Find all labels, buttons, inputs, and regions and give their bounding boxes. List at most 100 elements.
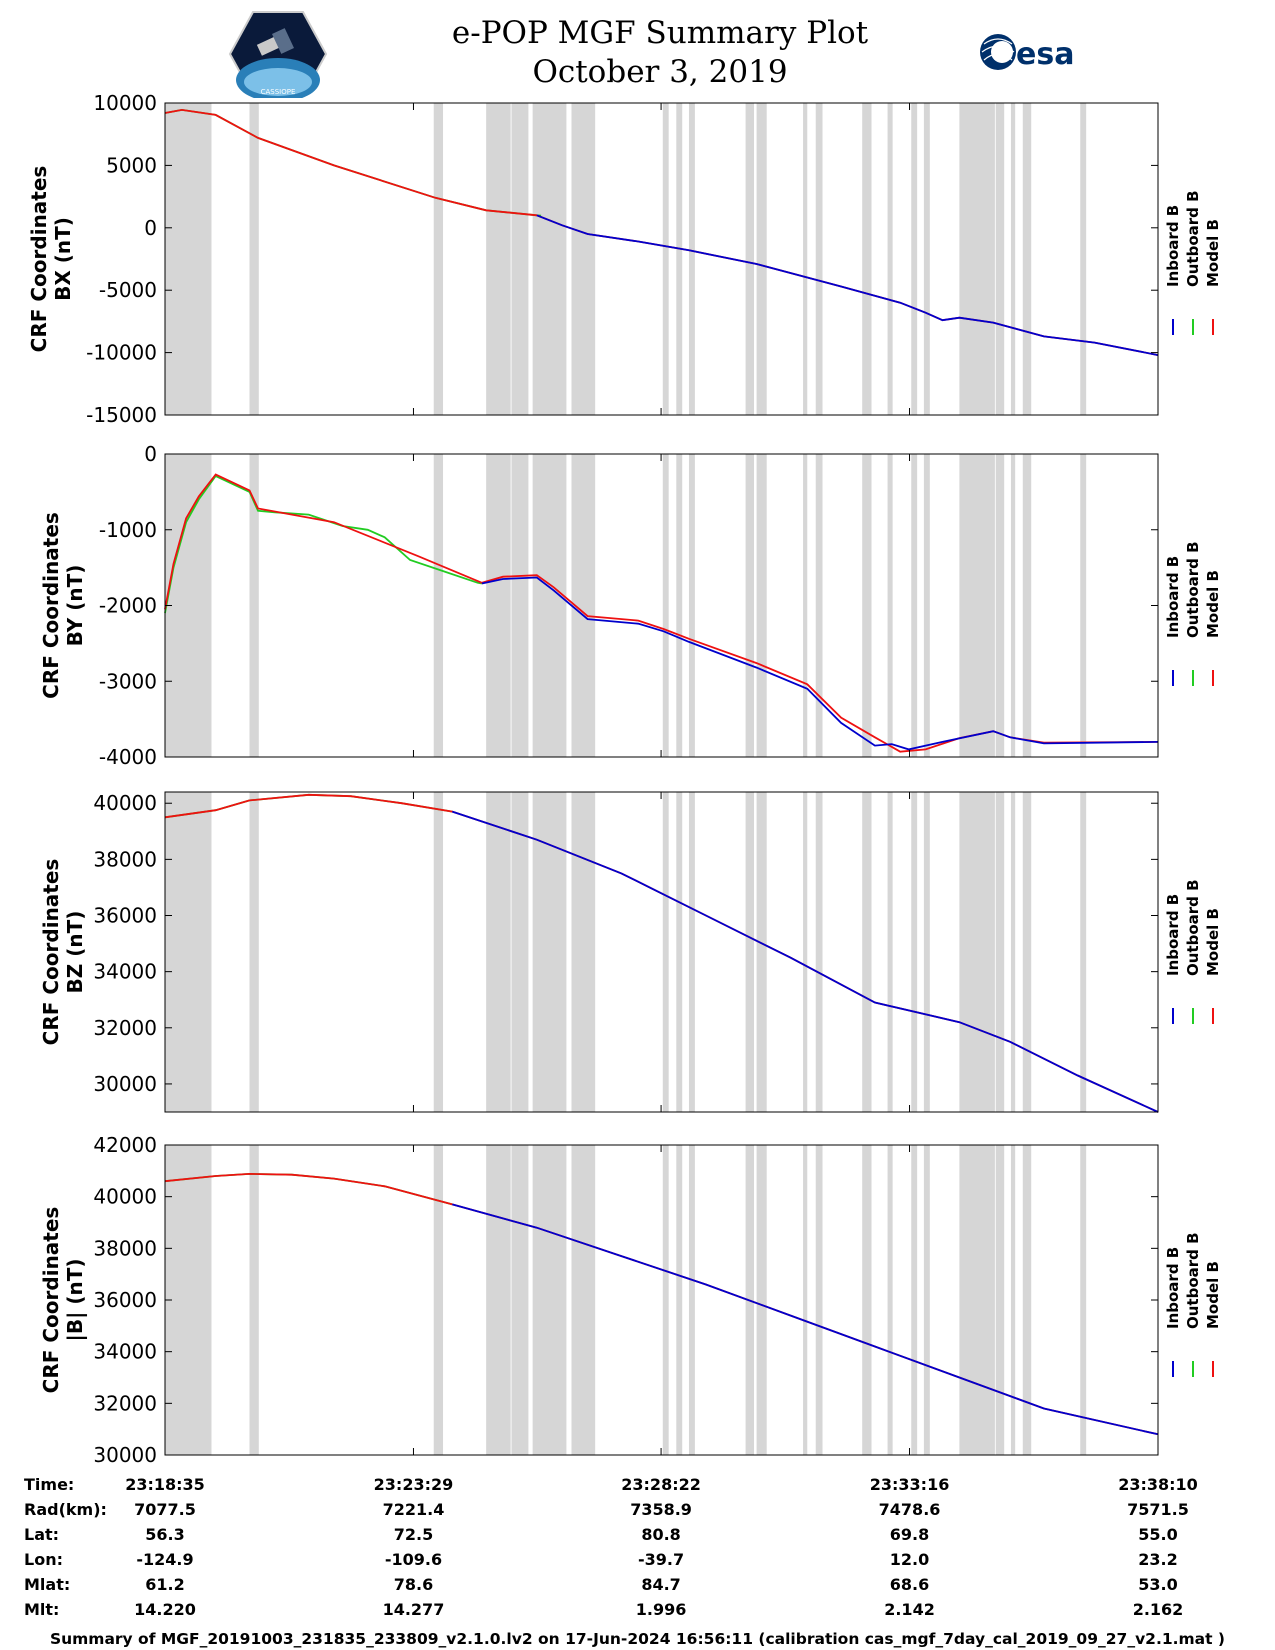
gap-band-bz-20 — [1010, 792, 1016, 1112]
ylabel-line-by-1: BY (nT) — [63, 565, 87, 647]
series-inboard-b-bx — [536, 214, 1159, 356]
ylabel-by: CRF CoordinatesBY (nT) — [39, 512, 87, 699]
ephemeris-value-4-1: 7571.5 — [1127, 1500, 1189, 1519]
gap-band-by-7 — [662, 454, 669, 757]
axes-box-btot — [164, 1144, 1159, 1456]
gap-band-bz-7 — [662, 792, 669, 1112]
ylabel-line-btot-1: |B| (nT) — [63, 1259, 87, 1342]
ytick-label-by-4: -4000 — [99, 745, 157, 769]
series-model-b-bx — [164, 108, 1159, 356]
ytick-label-by-2: -2000 — [99, 594, 157, 618]
gap-band-by-14 — [862, 454, 872, 757]
series-outboard-b-by — [164, 474, 483, 614]
gap-band-btot-14 — [862, 1145, 872, 1455]
legend-label-bx-1: Outboard B — [1184, 190, 1202, 287]
gap-band-bz-4 — [511, 792, 529, 1112]
gap-band-btot-13 — [815, 1145, 823, 1455]
gap-band-bx-12 — [803, 103, 808, 415]
legend-label-by-2: Model B — [1204, 570, 1222, 638]
plot-title: e-POP MGF Summary Plot October 3, 2019 — [380, 14, 940, 92]
gap-band-btot-19 — [995, 1145, 1005, 1455]
gap-band-bz-9 — [688, 792, 695, 1112]
gap-band-by-2 — [433, 454, 444, 757]
cassiope-logo: CASSIOPE — [228, 11, 328, 98]
gap-band-btot-7 — [662, 1145, 669, 1455]
gap-band-by-5 — [532, 454, 567, 757]
ephemeris-value-0-3: -124.9 — [136, 1550, 193, 1569]
ephemeris-row-label-5: Mlt: — [24, 1600, 59, 1619]
gap-band-bx-19 — [995, 103, 1005, 415]
gap-band-btot-5 — [532, 1145, 567, 1455]
gap-band-btot-2 — [433, 1145, 444, 1455]
gap-band-bz-12 — [803, 792, 808, 1112]
ephemeris-value-1-5: 14.277 — [383, 1600, 445, 1619]
gap-band-bx-15 — [887, 103, 893, 415]
ephemeris-value-3-1: 7478.6 — [879, 1500, 941, 1519]
esa-logo-text: esa — [1016, 37, 1074, 72]
panel-bz: 40000 38000 36000 34000 32000 30000 CRF Coordi… — [39, 791, 1222, 1113]
ytick-label-btot-5: 32000 — [93, 1391, 157, 1415]
ephemeris-value-0-1: 7077.5 — [134, 1500, 196, 1519]
series-outboard-b-bx — [164, 108, 542, 217]
ephemeris-value-0-5: 14.220 — [134, 1600, 196, 1619]
gap-band-bx-7 — [662, 103, 669, 415]
gap-band-by-18 — [959, 454, 995, 757]
gap-band-bx-13 — [815, 103, 823, 415]
ytick-label-bz-3: 34000 — [93, 960, 157, 984]
ytick-label-bx-3: -5000 — [99, 278, 157, 302]
gap-band-bx-20 — [1010, 103, 1016, 415]
gap-band-by-12 — [803, 454, 808, 757]
gap-band-bx-22 — [1080, 103, 1087, 415]
gap-band-bz-19 — [995, 792, 1005, 1112]
gap-band-by-15 — [887, 454, 893, 757]
legend-label-btot-2: Model B — [1204, 1261, 1222, 1329]
ephemeris-value-4-4: 53.0 — [1138, 1575, 1177, 1594]
gap-band-bx-10 — [745, 103, 755, 415]
gap-band-bx-3 — [486, 103, 511, 415]
ytick-label-btot-1: 40000 — [93, 1185, 157, 1209]
gap-band-by-20 — [1010, 454, 1016, 757]
ylabel-line-btot-0: CRF Coordinates — [39, 1207, 63, 1394]
ephemeris-table: Time: Rad(km): Lat: Lon: Mlat: Mlt: 23:18:35 70… — [24, 1475, 1198, 1619]
gap-band-by-22 — [1080, 454, 1087, 757]
gap-band-by-4 — [511, 454, 529, 757]
ephemeris-value-2-1: 7358.9 — [630, 1500, 692, 1519]
cassiope-logo-text: CASSIOPE — [261, 88, 296, 96]
gap-band-bz-0 — [165, 792, 212, 1112]
xtick-label-0-0: 23:18:35 — [125, 1475, 205, 1494]
ephemeris-value-4-2: 55.0 — [1138, 1525, 1177, 1544]
ytick-label-bx-4: -10000 — [86, 341, 157, 365]
ephemeris-value-1-3: -109.6 — [385, 1550, 442, 1569]
title-line-2: October 3, 2019 — [532, 54, 788, 90]
series-inboard-b-btot — [452, 1203, 1159, 1436]
esa-logo: esa — [980, 34, 1074, 72]
series-inboard-b-bz — [452, 810, 1159, 1113]
gap-band-btot-12 — [803, 1145, 808, 1455]
ytick-label-btot-4: 34000 — [93, 1340, 157, 1364]
xtick-label-1-0: 23:23:29 — [374, 1475, 454, 1494]
ylabel-line-bx-0: CRF Coordinates — [27, 166, 51, 353]
gap-band-bz-17 — [923, 792, 930, 1112]
ytick-label-btot-6: 30000 — [93, 1443, 157, 1467]
ylabel-line-bz-1: BZ (nT) — [63, 911, 87, 994]
gap-band-bx-16 — [911, 103, 918, 415]
ytick-label-bx-5: -15000 — [86, 403, 157, 427]
ylabel-line-by-0: CRF Coordinates — [39, 512, 63, 699]
ytick-label-bz-5: 30000 — [93, 1072, 157, 1096]
gap-band-bz-14 — [862, 792, 872, 1112]
ephemeris-value-2-3: -39.7 — [638, 1550, 684, 1569]
ytick-label-by-0: 0 — [144, 442, 157, 466]
ytick-label-by-3: -3000 — [99, 669, 157, 693]
gap-band-btot-20 — [1010, 1145, 1016, 1455]
gap-band-btot-18 — [959, 1145, 995, 1455]
ephemeris-value-3-2: 69.8 — [890, 1525, 929, 1544]
ytick-label-btot-2: 38000 — [93, 1236, 157, 1260]
ephemeris-value-4-5: 2.162 — [1133, 1600, 1184, 1619]
ylabel-bx: CRF CoordinatesBX (nT) — [27, 166, 75, 353]
gap-band-btot-8 — [676, 1145, 683, 1455]
ytick-label-bz-2: 36000 — [93, 904, 157, 928]
gap-band-bx-5 — [532, 103, 567, 415]
ephemeris-value-0-2: 56.3 — [145, 1525, 184, 1544]
ytick-label-bx-1: 5000 — [106, 153, 157, 177]
gap-band-bz-2 — [433, 792, 444, 1112]
